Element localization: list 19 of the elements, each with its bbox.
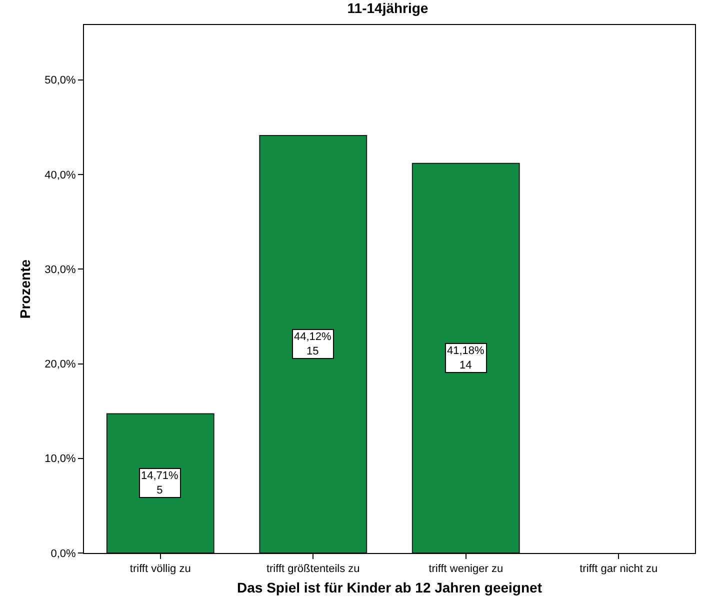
y-tick-label: 30,0% [44, 264, 76, 276]
y-tick-label: 50,0% [44, 74, 76, 87]
x-tick-label: trifft gar nicht zu [580, 563, 658, 576]
chart-title: 11-14jährige [347, 0, 428, 16]
x-tick-label: trifft größtenteils zu [266, 563, 360, 576]
x-tick-label: trifft weniger zu [428, 563, 504, 576]
bar [259, 135, 368, 553]
data-label: 14,71% 5 [141, 470, 179, 496]
x-tick-label: trifft völlig zu [130, 563, 191, 576]
bar [412, 162, 520, 553]
data-label: 44,12% 15 [294, 331, 332, 358]
x-axis-title: Das Spiel ist für Kinder ab 12 Jahren geeignet [237, 580, 542, 596]
y-tick-label: 20,0% [44, 358, 76, 371]
y-axis-title: Prozente [17, 259, 34, 319]
y-tick-label: 40,0% [44, 169, 76, 182]
y-tick-label: 0,0% [50, 548, 76, 560]
bar [106, 413, 214, 553]
y-tick-label: 10,0% [44, 453, 76, 466]
data-label: 41,18% 14 [447, 345, 485, 372]
